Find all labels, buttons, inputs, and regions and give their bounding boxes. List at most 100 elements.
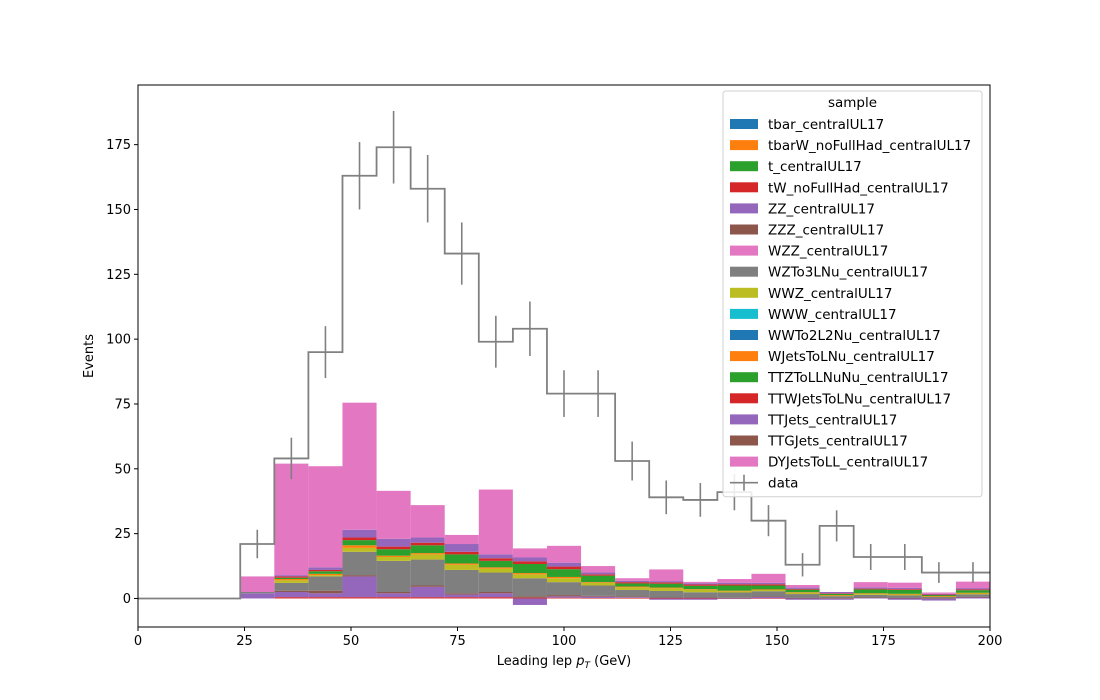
- bar-ZZ_centralUL17-bin-21: [853, 597, 888, 599]
- bar-ZZ_centralUL17-bin-7: [376, 593, 411, 598]
- data-series: [138, 110, 990, 600]
- bar-WWZ_centralUL17-bin-4: [274, 580, 309, 583]
- bar-WZTo3LNu_centralUL17-bin-18: [751, 591, 786, 597]
- bar-WJetsToLNu_centralUL17-bin-14: [615, 586, 650, 588]
- bar-DYJetsToLL_centralUL17-bin-14: [615, 578, 650, 581]
- bar-ZZZ_centralUL17-bin-19: [785, 597, 820, 599]
- x-tick-label-100: 100: [552, 634, 577, 649]
- bar-WZTo3LNu_centralUL17-bin-4: [274, 582, 309, 591]
- bar-TTJets_centralUL17-bin-6: [342, 529, 377, 538]
- bar-TTJets_centralUL17-bin-8: [410, 537, 445, 543]
- legend-label-WZTo3LNu_centralUL17: WZTo3LNu_centralUL17: [768, 265, 928, 281]
- legend-swatch-TTJets_centralUL17: [730, 414, 758, 425]
- bar-ZZ_centralUL17-bin-6: [342, 576, 377, 598]
- bar-ZZZ_centralUL17-bin-22: [887, 597, 922, 599]
- bar-tW_noFullHad_centralUL17-bin-18: [751, 598, 786, 599]
- bar-TTJets_centralUL17-bin-22: [887, 587, 922, 590]
- bar-ZZ_centralUL17-bin-10: [478, 593, 513, 598]
- bar-WZTo3LNu_centralUL17-bin-6: [342, 551, 377, 576]
- bar-DYJetsToLL_centralUL17-bin-16: [683, 581, 718, 584]
- x-tick-label-175: 175: [871, 634, 896, 649]
- bar-tW_noFullHad_centralUL17-bin-12: [546, 597, 582, 599]
- legend-swatch-WJetsToLNu_centralUL17: [730, 351, 758, 362]
- legend-items: tbar_centralUL17 tbarW_noFullHad_centralU…: [730, 117, 971, 492]
- bar-WJetsToLNu_centralUL17-bin-21: [853, 593, 888, 594]
- bar-ZZZ_centralUL17-bin-10: [478, 591, 513, 594]
- bar-WJetsToLNu_centralUL17-bin-9: [444, 563, 479, 565]
- bar-WJetsToLNu_centralUL17-bin-13: [581, 582, 616, 583]
- bar-TTZToLLNuNu_centralUL17-bin-6: [342, 540, 377, 546]
- bar-ZZ_centralUL17-bin-12: [546, 596, 582, 598]
- bar-WWZ_centralUL17-bin-10: [478, 568, 513, 573]
- bar-TTWJetsToLNu_centralUL17-bin-12: [546, 566, 582, 570]
- bar-WZTo3LNu_centralUL17-bin-15: [649, 590, 684, 598]
- bar-ZZZ_centralUL17-bin-12: [546, 595, 582, 597]
- bar-ZZ_centralUL17-bin-8: [410, 586, 445, 598]
- bar-TTJets_centralUL17-bin-9: [444, 544, 479, 552]
- bar-TTJets_centralUL17-bin-4: [274, 575, 309, 577]
- bar-TTZToLLNuNu_centralUL17-bin-8: [410, 545, 445, 554]
- bar-TTJets_centralUL17-bin-13: [581, 572, 616, 575]
- bar-WWZ_centralUL17-bin-22: [887, 594, 922, 596]
- bar-WJetsToLNu_centralUL17-bin-16: [683, 589, 718, 590]
- bar-WJetsToLNu_centralUL17-bin-19: [785, 592, 820, 593]
- bar-WJetsToLNu_centralUL17-bin-4: [274, 579, 309, 581]
- legend-swatch-tbarW_noFullHad_centralUL17: [730, 140, 758, 151]
- bar-WWZ_centralUL17-bin-14: [615, 587, 650, 590]
- bar-WJetsToLNu_centralUL17-bin-20: [819, 595, 854, 596]
- legend-swatch-ZZZ_centralUL17: [730, 224, 758, 235]
- legend-swatch-WWZ_centralUL17: [730, 287, 758, 298]
- bar-WJetsToLNu_centralUL17-bin-23: [921, 596, 956, 597]
- bar-TTJets_centralUL17-bin-14: [615, 580, 650, 583]
- bar-DYJetsToLL_centralUL17-bin-9: [444, 534, 479, 545]
- bar-tW_noFullHad_centralUL17-bin-13: [581, 597, 616, 599]
- legend-label-WWW_centralUL17: WWW_centralUL17: [768, 307, 897, 323]
- bar-TTWJetsToLNu_centralUL17-bin-22: [887, 589, 922, 590]
- bar-WZTo3LNu_centralUL17-bin-19: [785, 594, 820, 598]
- x-tick-label-150: 150: [765, 634, 790, 649]
- bar-WWZ_centralUL17-bin-8: [410, 554, 445, 560]
- bar-WWZ_centralUL17-bin-24: [955, 593, 990, 595]
- bar-TTJets_centralUL17-bin-16: [683, 583, 718, 585]
- bar-WWZ_centralUL17-bin-13: [581, 582, 616, 586]
- bar-DYJetsToLL_centralUL17-bin-4: [274, 463, 309, 576]
- legend-label-WWZ_centralUL17: WWZ_centralUL17: [768, 286, 892, 302]
- bar-WJetsToLNu_centralUL17-bin-7: [376, 555, 411, 557]
- bar-WJetsToLNu_centralUL17-bin-8: [410, 553, 445, 555]
- legend-label-TTWJetsToLNu_centralUL17: TTWJetsToLNu_centralUL17: [767, 391, 951, 407]
- bar-ZZZ_centralUL17-bin-4: [274, 590, 309, 592]
- legend-swatch-DYJetsToLL_centralUL17: [730, 456, 758, 467]
- bar-TTWJetsToLNu_centralUL17-bin-13: [581, 574, 616, 576]
- bar-tW_noFullHad_centralUL17-bin-16: [683, 597, 718, 599]
- y-tick-label-50: 50: [114, 462, 131, 477]
- bar-TTJets_centralUL17-bin-19: [785, 587, 820, 589]
- bar-ZZ_centralUL17-bin-11: [512, 598, 547, 605]
- bar-DYJetsToLL_centralUL17-bin-19: [785, 584, 820, 588]
- bar-ZZ_centralUL17-bin-14: [615, 597, 650, 598]
- legend-swatch-WWW_centralUL17: [730, 308, 758, 319]
- legend-swatch-TTWJetsToLNu_centralUL17: [730, 393, 758, 404]
- y-tick-label-25: 25: [114, 527, 131, 542]
- bar-ZZZ_centralUL17-bin-13: [581, 595, 616, 597]
- y-tick-label-150: 150: [106, 203, 131, 218]
- bar-TTZToLLNuNu_centralUL17-bin-20: [819, 593, 854, 596]
- bar-tW_noFullHad_centralUL17-bin-8: [410, 597, 445, 599]
- bar-DYJetsToLL_centralUL17-bin-13: [581, 566, 616, 573]
- bar-DYJetsToLL_centralUL17-bin-23: [921, 592, 956, 594]
- bar-ZZZ_centralUL17-bin-23: [921, 598, 956, 599]
- y-tick-label-75: 75: [114, 397, 131, 412]
- bar-DYJetsToLL_centralUL17-bin-12: [546, 545, 582, 563]
- bar-WJetsToLNu_centralUL17-bin-12: [546, 576, 582, 579]
- bar-ZZ_centralUL17-bin-22: [887, 598, 922, 600]
- bar-DYJetsToLL_centralUL17-bin-17: [717, 579, 752, 583]
- bar-TTWJetsToLNu_centralUL17-bin-23: [921, 594, 956, 596]
- bar-TTJets_centralUL17-bin-5: [308, 567, 343, 570]
- legend-label-TTZToLLNuNu_centralUL17: TTZToLLNuNu_centralUL17: [767, 370, 949, 386]
- bar-WWZ_centralUL17-bin-11: [512, 574, 547, 579]
- bar-WZTo3LNu_centralUL17-bin-16: [683, 592, 718, 598]
- y-tick-label-100: 100: [106, 333, 131, 348]
- bar-WWZ_centralUL17-bin-18: [751, 589, 786, 592]
- bar-WZTo3LNu_centralUL17-bin-12: [546, 582, 582, 596]
- bar-WZTo3LNu_centralUL17-bin-17: [717, 592, 752, 598]
- bar-TTWJetsToLNu_centralUL17-bin-4: [274, 576, 309, 578]
